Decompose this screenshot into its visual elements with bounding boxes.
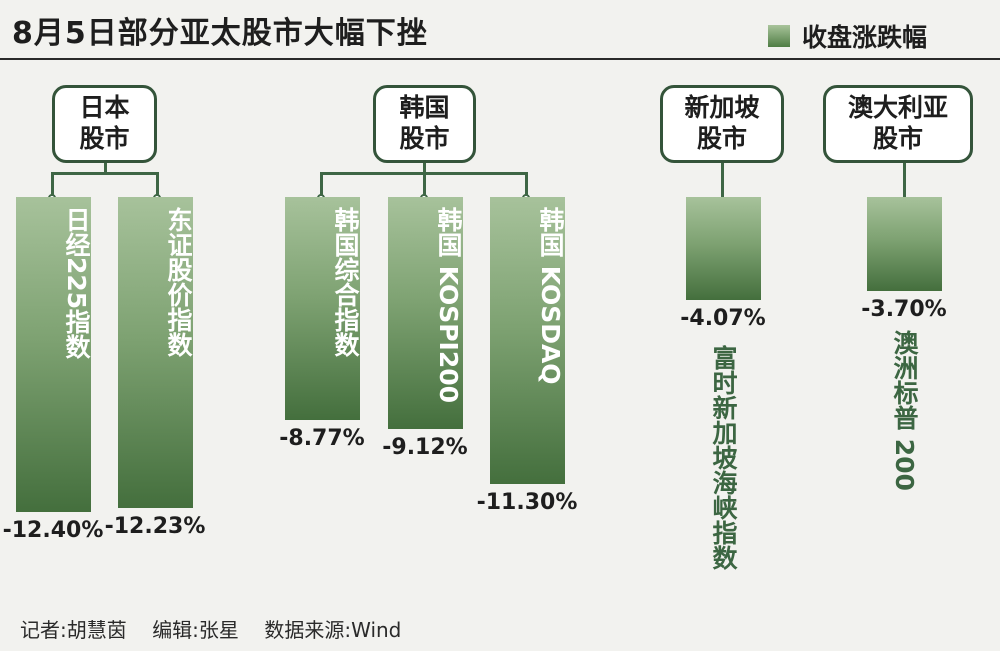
group-label: 新加坡: [684, 93, 760, 122]
bar-asx200: [867, 197, 942, 291]
connector: [104, 163, 107, 174]
group-box-singapore: 新加坡 股市: [660, 85, 784, 163]
bar-kospi200: 韩国 KOSPI200: [388, 197, 463, 429]
bar-name-sti: 富时新加坡海峡指数: [709, 345, 738, 570]
connector: [51, 172, 159, 175]
bar-topix: 东证股价指数: [118, 197, 193, 508]
group-label: 韩国: [399, 93, 450, 122]
group-label: 股市: [399, 124, 450, 153]
legend: 收盘涨跌幅: [768, 18, 927, 54]
bar-kosdaq: 韩国 KOSDAQ: [490, 197, 565, 485]
group-label: 日本: [79, 93, 130, 122]
source: 数据来源:Wind: [264, 618, 402, 642]
value-label: -8.77%: [279, 425, 365, 451]
value-label: -11.30%: [476, 490, 578, 516]
connector: [156, 172, 159, 197]
value-label: -4.07%: [680, 306, 766, 332]
bar-label: 韩国 KOSPI200: [434, 207, 463, 404]
legend-label: 收盘涨跌幅: [802, 23, 928, 52]
value-label: -3.70%: [861, 296, 947, 322]
title-divider: [0, 58, 1000, 60]
group-label: 股市: [872, 124, 923, 153]
group-label: 股市: [79, 124, 130, 153]
editor: 编辑:张星: [152, 618, 239, 642]
group-box-korea: 韩国 股市: [373, 85, 476, 163]
value-label: -12.40%: [2, 517, 104, 543]
bar-label: 东证股价指数: [164, 207, 193, 357]
connector: [903, 163, 906, 198]
connector: [51, 172, 54, 197]
group-label: 澳大利亚: [847, 93, 948, 122]
connector: [525, 172, 528, 197]
connector: [721, 163, 724, 198]
value-label: -12.23%: [104, 513, 206, 539]
bar-name-asx200: 澳洲标普 200: [890, 330, 919, 491]
reporter: 记者:胡慧茵: [20, 618, 127, 642]
group-box-australia: 澳大利亚 股市: [823, 85, 973, 163]
bar-sti: [686, 197, 761, 301]
legend-swatch: [768, 25, 790, 47]
bar-label: 韩国综合指数: [331, 207, 360, 357]
chart-title: 8月5日部分亚太股市大幅下挫: [12, 16, 428, 51]
bar-label: 韩国 KOSDAQ: [536, 207, 565, 385]
group-label: 股市: [696, 124, 747, 153]
group-box-japan: 日本 股市: [52, 85, 157, 163]
footer-credits: 记者:胡慧茵 编辑:张星 数据来源:Wind: [20, 614, 401, 643]
bar-label: 日经225指数: [62, 207, 91, 360]
bar-kospi: 韩国综合指数: [285, 197, 360, 420]
connector: [423, 172, 426, 197]
connector: [423, 163, 426, 174]
value-label: -9.12%: [382, 434, 468, 460]
connector: [320, 172, 323, 197]
bar-nikkei-225: 日经225指数: [16, 197, 91, 512]
